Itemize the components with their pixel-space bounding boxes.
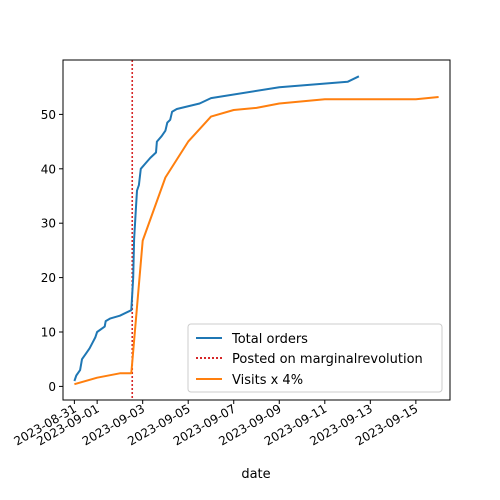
legend-label-visits: Visits x 4% xyxy=(232,373,303,388)
y-tick-label: 20 xyxy=(41,271,56,285)
series-line-visits-x-4- xyxy=(74,96,439,386)
y-tick-label: 30 xyxy=(41,217,56,231)
x-axis-label: date xyxy=(241,467,270,482)
legend-label-total-orders: Total orders xyxy=(231,332,308,347)
y-tick-label: 0 xyxy=(48,380,56,394)
series-line-total-orders xyxy=(73,75,360,382)
legend-label-posted: Posted on marginalrevolution xyxy=(232,352,423,367)
y-tick-label: 50 xyxy=(41,108,56,122)
axes-frame xyxy=(62,59,451,401)
y-tick-label: 10 xyxy=(41,326,56,340)
y-axis: 0 10 20 30 40 50 xyxy=(41,108,63,394)
plot-area xyxy=(73,60,439,400)
legend: Total orders Posted on marginalrevolutio… xyxy=(187,323,443,393)
legend-box xyxy=(187,323,443,393)
y-tick-label: 40 xyxy=(41,162,56,176)
